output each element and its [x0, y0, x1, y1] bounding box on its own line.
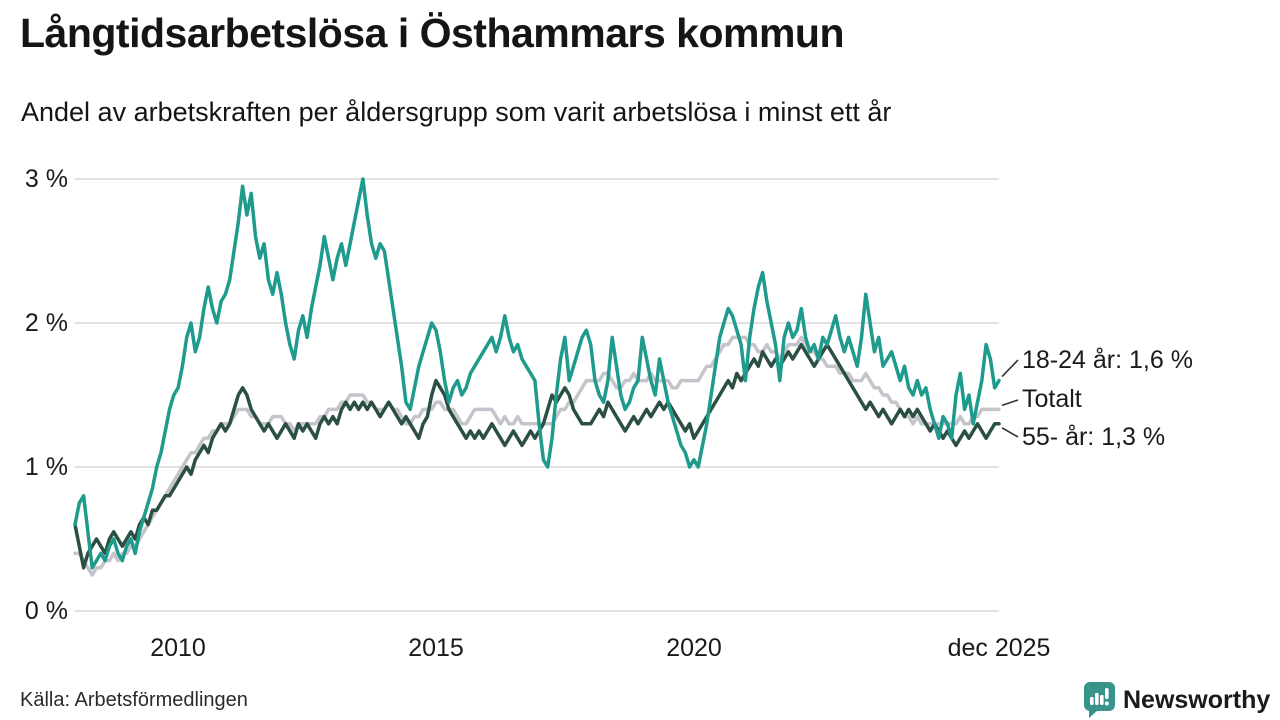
series-line-totalt: [73, 335, 1001, 577]
source-caption: Källa: Arbetsförmedlingen: [20, 689, 248, 711]
x-tick-2020: 2020: [666, 634, 722, 662]
page-subtitle: Andel av arbetskraften per åldersgrupp s…: [21, 97, 892, 127]
series-label-55: 55- år: 1,3 %: [1022, 423, 1166, 451]
x-tick-dec-2025: dec 2025: [947, 634, 1051, 662]
series-line-18-24-r: [73, 177, 1001, 570]
newsworthy-icon: [1084, 682, 1115, 718]
y-tick-2: 2 %: [24, 309, 68, 337]
label-leader-line: [1001, 399, 1019, 407]
page-title: Långtidsarbetslösa i Östhammars kommun: [20, 10, 845, 56]
series-line-55-r: [73, 342, 1001, 570]
newsworthy-logo-text: Newsworthy: [1123, 685, 1271, 714]
label-leader-line: [1001, 359, 1019, 378]
series-label-18-24: 18-24 år: 1,6 %: [1022, 346, 1193, 374]
label-leader-line: [1001, 427, 1019, 438]
x-tick-2010: 2010: [150, 634, 206, 662]
x-tick-2015: 2015: [408, 634, 464, 662]
series-label-totalt: Totalt: [1022, 385, 1082, 413]
y-tick-3: 3 %: [24, 165, 68, 193]
y-tick-1: 1 %: [24, 453, 68, 481]
newsworthy-logo: Newsworthy: [1084, 682, 1270, 718]
y-tick-0: 0 %: [24, 597, 68, 625]
